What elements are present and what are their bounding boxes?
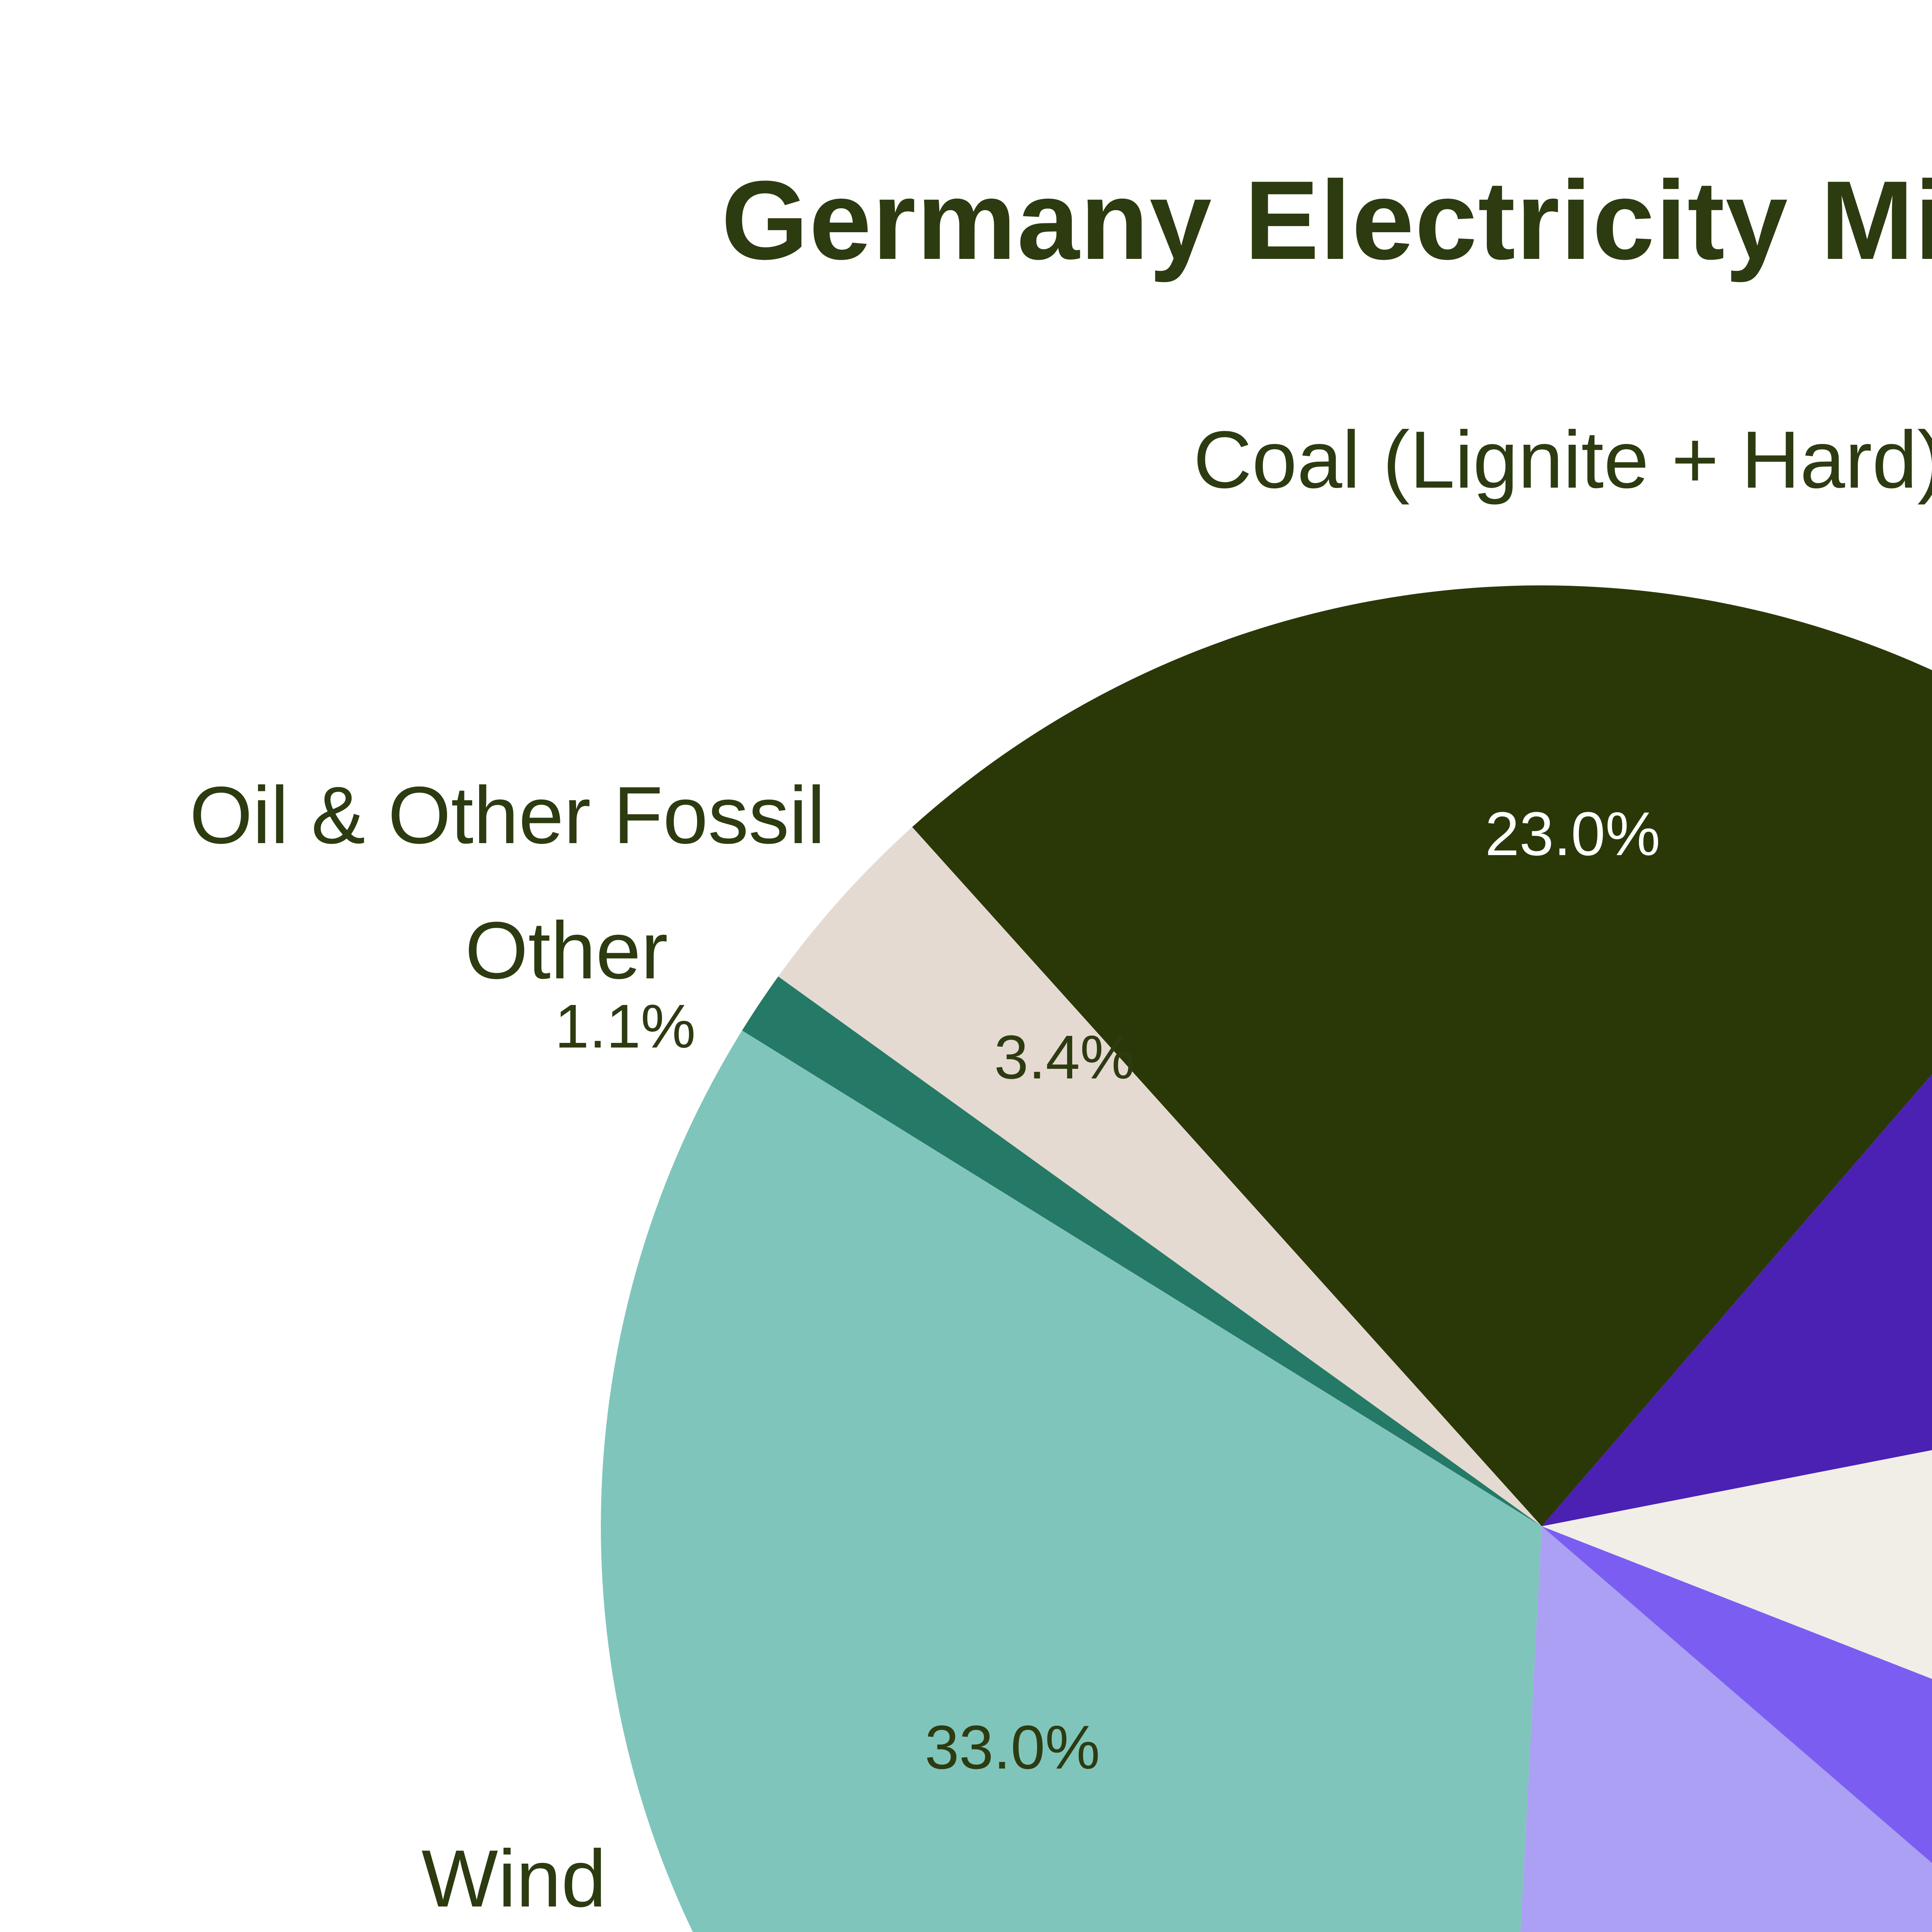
slice-value-wind: 33.0% [925,1713,1100,1782]
pie-slice-natural-gas [1542,1074,1932,1526]
slice-label-coal: Coal (Lignite + Hard) [1193,414,1932,505]
pie-slice-hydro [1542,1526,1932,1863]
pie-slice-coal [912,585,1932,1526]
slice-label-wind: Wind [421,1833,607,1924]
pie-slice-other [742,976,1542,1526]
slice-label-other: Other [465,905,668,996]
pie-slice-bioenergy [1542,1450,1932,1679]
slice-value-oil-other-fossil: 3.4% [994,1022,1135,1092]
pie-slice-solar [1520,1526,1932,1932]
chart-title: Germany Electricity Mix (2024) [721,158,1932,283]
slice-value-coal: 23.0% [1485,799,1660,868]
slice-value-other: 1.1% [554,992,696,1061]
pie-slice-oil-other-fossil [778,827,1542,1526]
slice-label-oil-other-fossil: Oil & Other Fossil [189,770,825,861]
pie-slice-wind [600,1030,1542,1932]
